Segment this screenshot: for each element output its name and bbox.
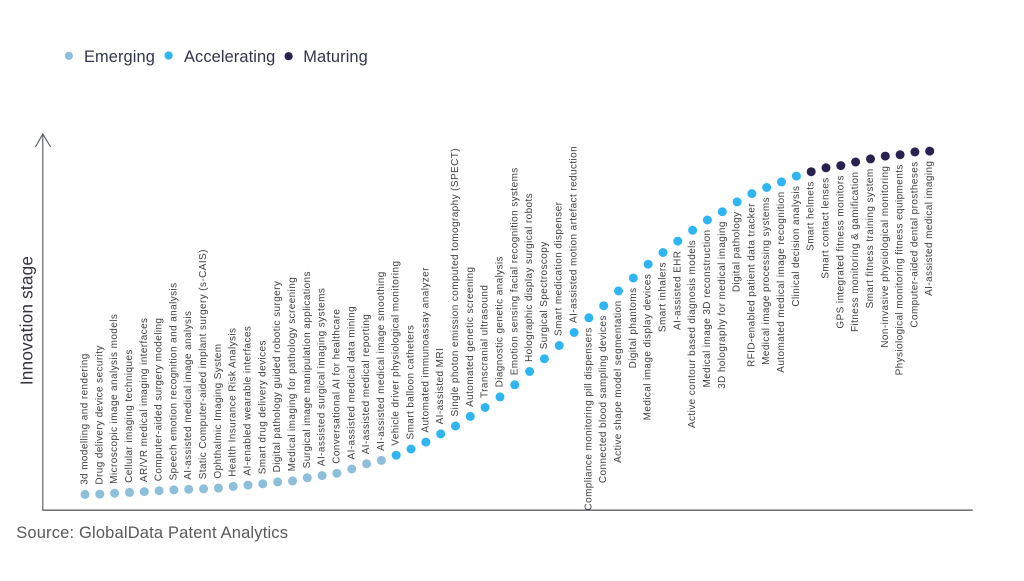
svg-text:Static Computer-aided implant: Static Computer-aided implant surgery (s…	[198, 249, 209, 479]
svg-text:Smart contact lenses: Smart contact lenses	[821, 177, 832, 278]
svg-text:Cellular imaging techniques: Cellular imaging techniques	[124, 349, 135, 483]
svg-text:Smart drug delivery devices: Smart drug delivery devices	[257, 340, 268, 474]
svg-text:Compliance monitoring pill dis: Compliance monitoring pill dispensers	[583, 327, 594, 510]
svg-text:AI-assisted medical reporting: AI-assisted medical reporting	[361, 314, 372, 455]
svg-text:AI-assisted MRI: AI-assisted MRI	[435, 348, 446, 425]
svg-text:Surgical image manipulation ap: Surgical image manipulation applications	[302, 271, 313, 468]
svg-text:Smart balloon catheters: Smart balloon catheters	[406, 325, 417, 440]
svg-text:AR/VR medical imaging interfac: AR/VR medical imaging interfaces	[139, 318, 150, 483]
svg-text:Active contour based diagnosis: Active contour based diagnosis models	[687, 240, 698, 428]
svg-text:Medical image 3D reconstructio: Medical image 3D reconstruction	[702, 230, 713, 388]
svg-text:Smart inhalers: Smart inhalers	[658, 262, 669, 332]
svg-text:Speech emotion recognition and: Speech emotion recognition and analysis	[168, 282, 179, 480]
svg-text:Digital pathology: Digital pathology	[732, 211, 743, 292]
svg-text:Emotion sensing facial recogni: Emotion sensing facial recognition syste…	[509, 167, 520, 375]
svg-text:Fitness monitoring & gamificat: Fitness monitoring & gamification	[850, 172, 861, 333]
svg-text:Smart medication dispenser: Smart medication dispenser	[554, 201, 565, 336]
svg-text:Medical imaging for pathology: Medical imaging for pathology screening	[287, 277, 298, 472]
svg-text:Clinical decision analysis: Clinical decision analysis	[791, 186, 802, 307]
svg-text:Medical image processing syste: Medical image processing systems	[761, 197, 772, 365]
svg-text:Connected blood sampling devic: Connected blood sampling devices	[598, 315, 609, 483]
svg-text:Drug delivery device security: Drug delivery device security	[94, 345, 105, 484]
svg-text:Automated genetic screening: Automated genetic screening	[465, 267, 476, 407]
svg-text:Single photon emission compute: Single photon emission computed tomograp…	[450, 148, 461, 416]
svg-text:Health Insurance Risk Analysis: Health Insurance Risk Analysis	[228, 328, 239, 477]
svg-text:Emerging: Emerging	[84, 48, 155, 66]
svg-text:AI-assisted EHR: AI-assisted EHR	[672, 251, 683, 330]
svg-text:AI-enabled wearable interfaces: AI-enabled wearable interfaces	[243, 326, 254, 476]
svg-text:AI-assisted medical image smoo: AI-assisted medical image smoothing	[376, 271, 387, 451]
svg-text:Smart helmets: Smart helmets	[806, 181, 817, 251]
svg-text:Diagnostic genetic analysis: Diagnostic genetic analysis	[495, 256, 506, 387]
svg-text:AI-assisted medical imaging: AI-assisted medical imaging	[924, 161, 935, 296]
svg-text:Transcranial ultrasound: Transcranial ultrasound	[480, 285, 491, 398]
svg-text:Surgical Spectroscopy: Surgical Spectroscopy	[539, 241, 550, 349]
svg-text:Accelerating: Accelerating	[184, 48, 275, 66]
svg-text:Digital phantoms: Digital phantoms	[628, 288, 639, 369]
svg-text:Smart fitness training system: Smart fitness training system	[865, 168, 876, 308]
svg-text:Maturing: Maturing	[303, 48, 368, 66]
svg-text:Ophthalmic Imaging System: Ophthalmic Imaging System	[213, 344, 224, 479]
svg-text:Source: GlobalData Patent Anal: Source: GlobalData Patent Analytics	[16, 524, 288, 542]
svg-text:Digital pathology guided robot: Digital pathology guided robotic surgery	[272, 281, 283, 473]
svg-text:AI-assisted surgical imaging s: AI-assisted surgical imaging systems	[317, 288, 328, 466]
svg-text:3d modelling and rendering: 3d modelling and rendering	[80, 353, 91, 485]
svg-text:3D holography for medical imag: 3D holography for medical imaging	[717, 221, 728, 389]
svg-text:AI-assisted medical image anal: AI-assisted medical image analysis	[183, 311, 194, 480]
svg-text:AI-assisted motion artefact re: AI-assisted motion artefact reduction	[569, 146, 580, 323]
svg-text:Vehicle driver physiological m: Vehicle driver physiological monitoring	[391, 261, 402, 446]
svg-text:Active shape model segmentatio: Active shape model segmentation	[613, 300, 624, 463]
svg-text:Automated medical image recogn: Automated medical image recognition	[776, 191, 787, 372]
svg-text:Conversational AI for healthca: Conversational AI for healthcare	[331, 309, 342, 464]
svg-text:GPS integrated fitness monitor: GPS integrated fitness monitors	[835, 175, 846, 329]
svg-text:Holographic display surgical r: Holographic display surgical robots	[524, 193, 535, 362]
svg-text:Automated immunoassay analyzer: Automated immunoassay analyzer	[420, 267, 431, 433]
svg-text:Medical image display devices: Medical image display devices	[643, 274, 654, 421]
svg-text:Innovation stage: Innovation stage	[17, 256, 37, 385]
svg-text:Computer-aided surgery modelin: Computer-aided surgery modeling	[154, 318, 165, 482]
svg-text:Computer-aided dental prosthes: Computer-aided dental prostheses	[909, 161, 920, 327]
svg-text:Non-invasive physiological mon: Non-invasive physiological monitoring	[880, 166, 891, 348]
svg-text:Microscopic image analysis mod: Microscopic image analysis models	[109, 314, 120, 484]
svg-text:AI-assisted medical data minin: AI-assisted medical data mining	[346, 306, 357, 460]
svg-text:RFID-enabled patient data trac: RFID-enabled patient data tracker	[746, 203, 757, 367]
svg-text:Physiological monitoring fitne: Physiological monitoring fitness equipme…	[895, 164, 906, 375]
